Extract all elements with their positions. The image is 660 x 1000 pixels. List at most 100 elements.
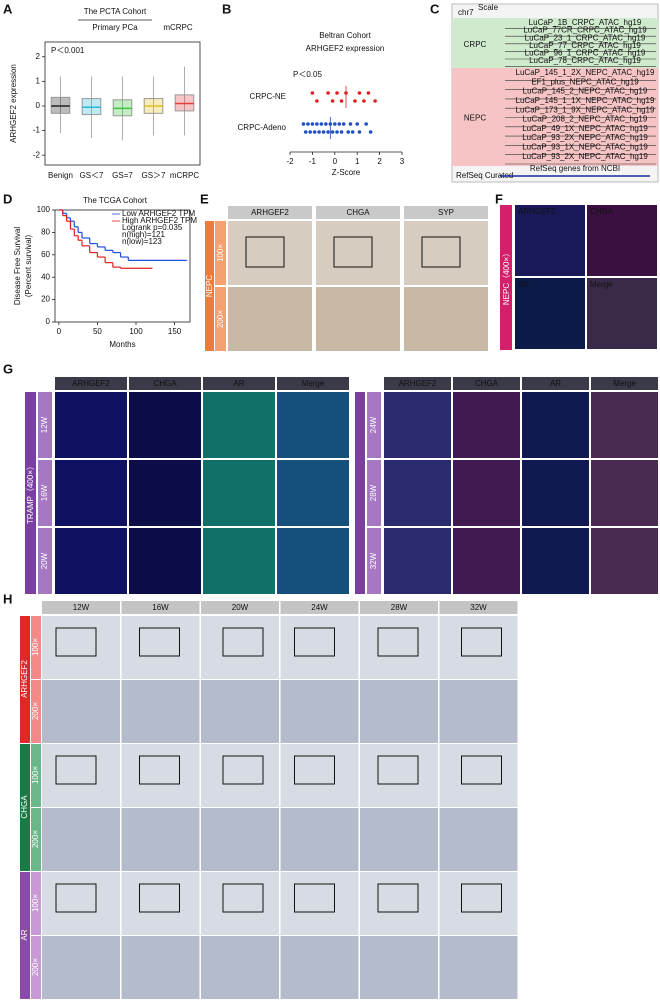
zoom-box bbox=[55, 883, 97, 913]
track-label: LuCaP_96_1_CRPC_ATAC_hg19 bbox=[525, 49, 646, 58]
side-bar bbox=[205, 221, 214, 351]
column-header bbox=[453, 377, 520, 390]
ihc-image bbox=[228, 221, 312, 285]
y-tick-label: 0 bbox=[46, 317, 51, 326]
channel-label: CHGA bbox=[590, 207, 614, 216]
legend-label: High ARHGEF2 TPM bbox=[122, 216, 197, 225]
annotation: P＜0.001 bbox=[51, 46, 85, 55]
x-tick-label: 0 bbox=[57, 327, 62, 336]
group-bar bbox=[20, 872, 30, 999]
if-image bbox=[453, 528, 520, 594]
ihc-image bbox=[360, 808, 438, 871]
if-image bbox=[277, 392, 349, 458]
point bbox=[353, 99, 357, 103]
ihc-image bbox=[121, 680, 200, 743]
channel-label: AR bbox=[518, 280, 529, 289]
point bbox=[317, 130, 321, 134]
track-label: LuCaP_145_1_1X_NEPC_ATAC_hg19 bbox=[516, 96, 655, 105]
point bbox=[348, 122, 353, 126]
column-header bbox=[42, 601, 120, 614]
point bbox=[315, 122, 319, 126]
if-image bbox=[515, 278, 585, 349]
if-image bbox=[587, 205, 657, 276]
side-label: NEPC bbox=[205, 275, 214, 297]
column-header bbox=[203, 377, 275, 390]
zoom-box bbox=[377, 627, 419, 657]
point bbox=[341, 122, 346, 126]
group-label: NEPC bbox=[464, 114, 486, 123]
column-header bbox=[316, 206, 400, 219]
row-label-box bbox=[38, 460, 52, 526]
column-header-label: ARHGEF2 bbox=[399, 379, 437, 388]
column-header-label: CHGA bbox=[475, 379, 499, 388]
column-header-label: AR bbox=[550, 379, 561, 388]
chr-label: chr7 bbox=[458, 8, 474, 17]
zoom-box bbox=[333, 236, 373, 268]
row-label: 12W bbox=[40, 416, 49, 433]
if-image bbox=[129, 460, 201, 526]
point bbox=[362, 99, 366, 103]
row-label: 100× bbox=[31, 638, 40, 656]
column-header bbox=[55, 377, 127, 390]
track-label: LuCaP_208_2_NEPC_ATAC_hg19 bbox=[523, 115, 648, 124]
side-bar bbox=[355, 392, 365, 594]
x-tick-label: -2 bbox=[286, 157, 294, 166]
point bbox=[333, 122, 337, 126]
point bbox=[357, 130, 362, 134]
chart-subtitle: ARHGEF2 expression bbox=[306, 44, 385, 53]
y-tick-label: 20 bbox=[41, 295, 50, 304]
ihc-image bbox=[280, 616, 359, 679]
zoom-box bbox=[222, 883, 264, 913]
ihc-image bbox=[280, 680, 359, 743]
ihc-image bbox=[280, 808, 359, 871]
if-image bbox=[522, 460, 589, 526]
y-tick-label: 0 bbox=[36, 101, 41, 110]
if-image bbox=[384, 528, 451, 594]
category-label: CRPC-NE bbox=[250, 92, 286, 101]
zoom-box bbox=[55, 755, 97, 785]
point bbox=[306, 122, 310, 126]
point bbox=[368, 130, 373, 134]
point bbox=[339, 130, 344, 134]
track-label: LuCaP_77CR_CRPC_ATAC_hg19 bbox=[523, 26, 647, 35]
ihc-image bbox=[121, 616, 200, 679]
zoom-box bbox=[377, 883, 419, 913]
point bbox=[319, 122, 324, 126]
group-label: ARHGEF2 bbox=[20, 660, 29, 698]
point bbox=[324, 122, 328, 126]
row-label: 28W bbox=[369, 484, 378, 501]
category-label: CRPC-Adeno bbox=[238, 123, 287, 132]
side-label: NEPC（400×） bbox=[502, 249, 511, 305]
group-label: CHGA bbox=[20, 795, 29, 819]
if-image bbox=[591, 528, 658, 594]
row-label-box bbox=[367, 392, 381, 458]
plot-frame bbox=[54, 209, 191, 323]
column-header bbox=[121, 601, 200, 614]
row-label: 16W bbox=[40, 484, 49, 501]
point bbox=[308, 130, 312, 134]
chart-title: The PCTA Cohort bbox=[84, 7, 147, 16]
ihc-image bbox=[42, 936, 120, 999]
ihc-image bbox=[228, 287, 312, 351]
point bbox=[335, 130, 339, 134]
column-header-label: 24W bbox=[311, 603, 328, 612]
row-label: 200× bbox=[31, 958, 40, 976]
chart-title: The TCGA Cohort bbox=[83, 196, 148, 205]
panel-label: A bbox=[3, 1, 13, 16]
channel-label: ARHGEF2 bbox=[518, 207, 556, 216]
column-header-label: SYP bbox=[438, 208, 454, 217]
if-image bbox=[203, 528, 275, 594]
if-image bbox=[129, 392, 201, 458]
column-header-label: CHGA bbox=[153, 379, 177, 388]
legend-label: Low ARHGEF2 TPM bbox=[122, 209, 196, 218]
row-label: 100× bbox=[216, 244, 225, 262]
annotation: P＜0.05 bbox=[293, 70, 322, 79]
x-tick-label: mCRPC bbox=[170, 171, 200, 180]
if-image bbox=[55, 528, 127, 594]
track-label: LuCaP_93_2X_NEPC_ATAC_hg19 bbox=[522, 133, 648, 142]
y-tick-label: -2 bbox=[33, 150, 41, 159]
column-header-label: 20W bbox=[232, 603, 249, 612]
column-header-label: ARHGEF2 bbox=[251, 208, 289, 217]
annotation: n(low)=123 bbox=[122, 237, 162, 246]
